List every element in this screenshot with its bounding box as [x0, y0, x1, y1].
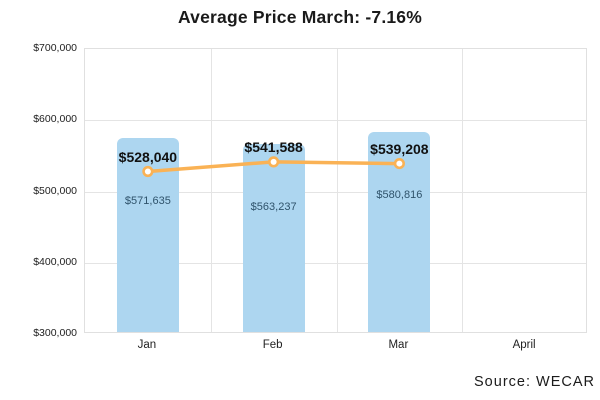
- vertical-gridline: [336, 49, 338, 332]
- x-tick-label-jan: Jan: [137, 339, 157, 351]
- vertical-gridline: [210, 49, 212, 332]
- bar-value-label: $563,237: [250, 201, 297, 214]
- source-label: Source: WECAR: [474, 374, 595, 390]
- plot-area: $571,635 $563,237 $580,816 $528,040 $541,58…: [84, 48, 587, 333]
- x-tick-label-mar: Mar: [388, 339, 409, 351]
- y-tick-label: $400,000: [33, 255, 77, 268]
- data-point-marker: [393, 157, 405, 170]
- horizontal-gridline: [85, 120, 586, 122]
- line-value-label: $541,588: [244, 138, 303, 155]
- horizontal-gridline: [85, 191, 586, 193]
- line-value-label: $528,040: [118, 148, 178, 165]
- bar-value-label: $571,635: [124, 195, 171, 208]
- bar-feb: [242, 144, 305, 332]
- y-tick-label: $600,000: [33, 113, 77, 126]
- x-tick-label-april: April: [512, 339, 536, 351]
- line-series: [142, 156, 405, 178]
- y-tick-label: $300,000: [33, 327, 77, 339]
- data-point-marker: [268, 156, 280, 168]
- vertical-gridline: [462, 49, 464, 332]
- y-tick-label: $500,000: [33, 184, 77, 197]
- line-value-label: $539,208: [370, 140, 429, 157]
- data-point-marker: [142, 165, 154, 178]
- x-tick-label-feb: Feb: [262, 339, 283, 351]
- chart-title: Average Price March: -7.16%: [177, 7, 423, 27]
- bar-value-label: $580,816: [376, 188, 423, 201]
- y-tick-label: $700,000: [33, 42, 77, 54]
- horizontal-gridline: [85, 262, 586, 264]
